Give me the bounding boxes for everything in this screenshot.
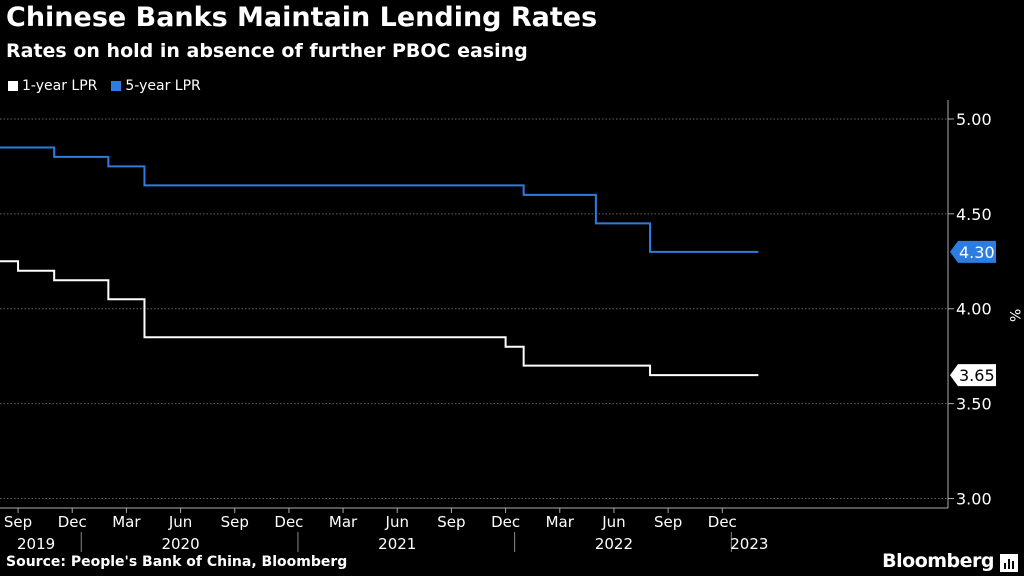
gridlines (0, 118, 948, 500)
end-labels: 4.30 3.65 (950, 240, 996, 387)
end-label-1y: 3.65 (959, 366, 995, 385)
y-tick-label: 3.50 (956, 395, 992, 414)
chart-subtitle: Rates on hold in absence of further PBOC… (6, 40, 528, 62)
year-label: 2020 (161, 535, 199, 553)
legend-label-1y: 1-year LPR (22, 78, 98, 94)
axes: 3.00 3.50 4.00 4.50 5.00% Sep Dec Mar Jun Sep Dec M… (0, 100, 1022, 553)
bloomberg-icon (1000, 554, 1018, 572)
x-tick-label: Jun (168, 513, 192, 531)
x-tick-label: Sep (654, 513, 682, 531)
x-tick-label: Sep (221, 513, 249, 531)
legend-entry-1y: 1-year LPR (8, 78, 97, 94)
x-tick-label: Sep (4, 513, 32, 531)
series-line-1y (0, 260, 759, 377)
year-label: 2021 (378, 535, 416, 553)
x-tick-label: Jun (601, 513, 625, 531)
y-tick-label: 4.00 (956, 300, 992, 319)
end-label-5y: 4.30 (959, 243, 995, 262)
end-label-tag-5y (950, 240, 996, 263)
x-tick-label: Jun (385, 513, 409, 531)
y-axis-label: % (1006, 309, 1022, 322)
x-tick-label: Mar (112, 513, 141, 531)
y-tick-label: 5.00 (956, 110, 992, 129)
y-tick-label: 4.50 (956, 205, 992, 224)
year-label: 2023 (730, 535, 768, 553)
series (0, 146, 759, 377)
x-tick-label: Dec (274, 513, 303, 531)
end-label-tag-1y (950, 364, 996, 387)
year-label: 2019 (17, 535, 55, 553)
x-tick-label: Sep (437, 513, 465, 531)
legend-label-5y: 5-year LPR (125, 78, 201, 94)
source-note: Source: People's Bank of China, Bloomber… (6, 554, 348, 570)
legend: 1-year LPR 5-year LPR (8, 78, 215, 94)
chart-title: Chinese Banks Maintain Lending Rates (6, 2, 598, 33)
legend-swatch-1y (8, 81, 18, 91)
year-label: 2022 (595, 535, 633, 553)
legend-swatch-5y (111, 81, 122, 91)
x-tick-label: Mar (329, 513, 358, 531)
x-tick-label: Dec (708, 513, 737, 531)
bloomberg-logo: Bloomberg (882, 550, 994, 572)
legend-entry-5y: 5-year LPR (111, 78, 201, 94)
x-tick-label: Dec (58, 513, 87, 531)
x-tick-label: Mar (546, 513, 575, 531)
series-line-5y (0, 146, 759, 253)
y-tick-label: 3.00 (956, 490, 992, 509)
x-tick-label: Dec (491, 513, 520, 531)
